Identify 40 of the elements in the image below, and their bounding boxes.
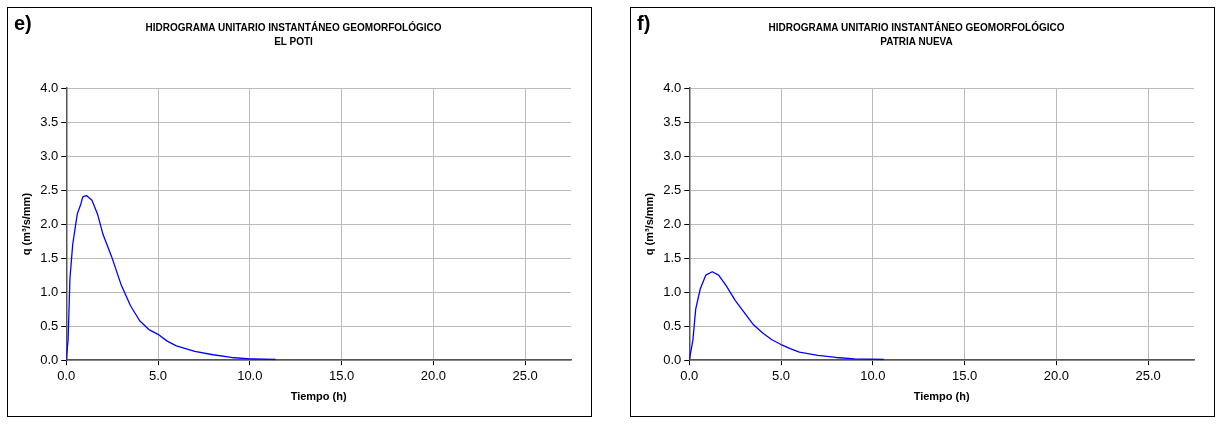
y-tick-label: 1.5	[40, 249, 59, 265]
x-tick-label: 0.0	[57, 367, 76, 383]
y-tick-label: 3.5	[663, 113, 682, 129]
y-tick-label: 1.5	[663, 249, 682, 265]
y-tick-label: 3.5	[40, 113, 59, 129]
chart-subtitle: EL POTI	[274, 35, 314, 47]
y-tick-label: 4.0	[663, 79, 682, 95]
y-tick-label: 1.0	[40, 283, 59, 299]
x-tick-label: 5.0	[149, 367, 168, 383]
x-axis-title: Tiempo (h)	[290, 390, 347, 403]
y-tick-label: 2.0	[40, 215, 59, 231]
x-axis-title: Tiempo (h)	[913, 390, 970, 403]
y-tick-label: 2.5	[40, 181, 59, 197]
chart-subtitle: PATRIA NUEVA	[880, 35, 953, 47]
y-tick-label: 3.0	[40, 147, 59, 163]
text: e)	[14, 12, 32, 35]
y-tick-label: 4.0	[40, 79, 59, 95]
x-tick-label: 15.0	[328, 367, 355, 383]
x-tick-label: 10.0	[237, 367, 263, 383]
y-axis-title: q (m³/s/mm)	[19, 192, 32, 256]
x-tick-label: 5.0	[772, 367, 791, 383]
y-tick-label: 1.0	[663, 283, 682, 299]
y-tick-label: 3.0	[663, 147, 682, 163]
y-tick-label: 2.0	[663, 215, 682, 231]
x-tick-label: 0.0	[680, 367, 699, 383]
x-tick-label: 20.0	[420, 367, 446, 383]
y-tick-label: 0.5	[40, 317, 59, 333]
x-tick-label: 15.0	[951, 367, 978, 383]
y-axis-title: q (m³/s/mm)	[642, 192, 655, 256]
chart-title: HIDROGRAMA UNITARIO INSTANTÁNEO GEOMORFOLÓGICO	[145, 20, 442, 33]
y-tick-label: 0.0	[663, 351, 682, 367]
x-tick-label: 25.0	[512, 367, 538, 383]
text: f)	[637, 12, 651, 35]
x-tick-label: 10.0	[860, 367, 886, 383]
y-tick-label: 2.5	[663, 181, 682, 197]
y-tick-label: 0.0	[40, 351, 59, 367]
chart-title: HIDROGRAMA UNITARIO INSTANTÁNEO GEOMORFOLÓGICO	[768, 20, 1065, 33]
x-tick-label: 25.0	[1135, 367, 1161, 383]
x-tick-label: 20.0	[1043, 367, 1069, 383]
y-tick-label: 0.5	[663, 317, 682, 333]
